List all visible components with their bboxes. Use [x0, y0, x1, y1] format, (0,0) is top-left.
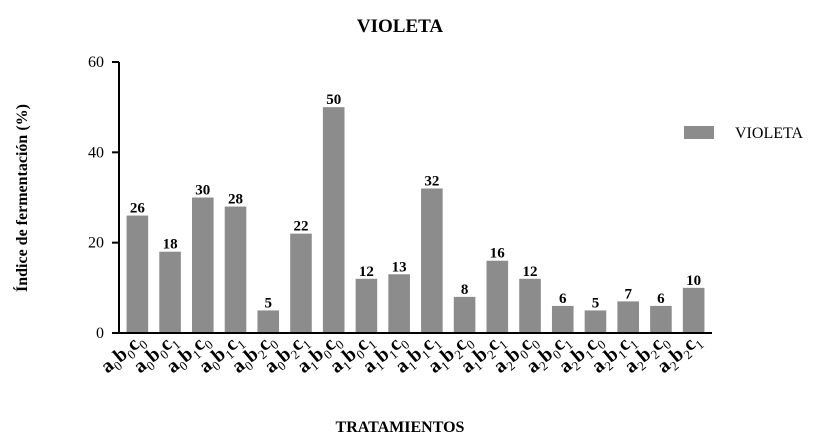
x-tick-label: a1b2c1	[456, 329, 510, 380]
bar	[192, 197, 214, 333]
legend-swatch	[684, 126, 714, 139]
bar	[355, 278, 378, 333]
bar-value-label: 8	[461, 282, 469, 298]
bar	[453, 296, 476, 333]
bar-value-label: 26	[130, 201, 146, 217]
y-tick-label: 0	[96, 325, 104, 342]
x-tick-label: a0b2c0	[227, 329, 281, 380]
y-tick-label: 40	[88, 144, 104, 161]
bar-value-label: 28	[228, 192, 243, 208]
bar-value-label: 22	[293, 219, 308, 235]
bar	[421, 188, 443, 333]
bar	[486, 260, 509, 333]
bar	[682, 287, 705, 333]
x-tick-label: a2b0c1	[522, 329, 576, 380]
bar-value-label: 32	[424, 173, 439, 189]
bar-value-label: 30	[195, 183, 210, 199]
bar	[650, 305, 672, 333]
bar-value-label: 7	[624, 286, 632, 302]
bar-value-label: 18	[163, 237, 178, 253]
bar	[551, 305, 574, 333]
y-axis-title: Índice de fermentación (%)	[12, 104, 31, 292]
chart-title: VIOLETA	[357, 16, 444, 37]
bar	[224, 206, 247, 333]
y-tick-label: 20	[88, 235, 104, 252]
bar-value-label: 10	[686, 273, 701, 289]
bar	[126, 215, 149, 333]
y-tick-label: 60	[88, 54, 104, 71]
bar-value-label: 5	[265, 295, 273, 311]
y-axis: 0 20 40 60	[88, 54, 120, 342]
x-tick-label: a2b0c0	[489, 329, 543, 380]
bar	[322, 107, 345, 334]
x-tick-label: a1b1c0	[358, 329, 412, 380]
bars	[126, 107, 705, 334]
bar-value-label: 12	[359, 264, 374, 280]
bar-value-label: 5	[592, 295, 600, 311]
bar-value-label: 6	[559, 291, 567, 307]
data-labels: 26 18 30 28 5 22 50 12 13 32 8 16 12 6 5 7 6 10	[130, 92, 701, 311]
bar-value-label: 13	[392, 259, 407, 275]
bar	[159, 251, 181, 333]
bar	[519, 278, 541, 333]
x-axis-title: TRATAMIENTOS	[336, 419, 465, 434]
bar	[617, 301, 639, 333]
bar-value-label: 12	[523, 264, 538, 280]
bar-value-label: 6	[657, 291, 665, 307]
bar	[290, 233, 312, 333]
bar	[257, 310, 280, 333]
bar	[388, 274, 410, 333]
x-tick-label: a2b1c1	[587, 329, 641, 380]
category-labels: a0b0c0a0b0c1a0b1c0a0b1c1a0b2c0a0b2c1a1b0…	[97, 329, 707, 380]
x-tick-label: a0b1c1	[195, 329, 249, 380]
legend-label: VIOLETA	[735, 125, 803, 142]
x-tick-label: a0b0c0	[97, 329, 151, 380]
x-tick-label: a0b0c1	[129, 329, 183, 380]
legend: VIOLETA	[684, 125, 803, 142]
bar	[584, 310, 607, 333]
bar-value-label: 50	[326, 92, 341, 108]
bar-value-label: 16	[490, 246, 506, 262]
